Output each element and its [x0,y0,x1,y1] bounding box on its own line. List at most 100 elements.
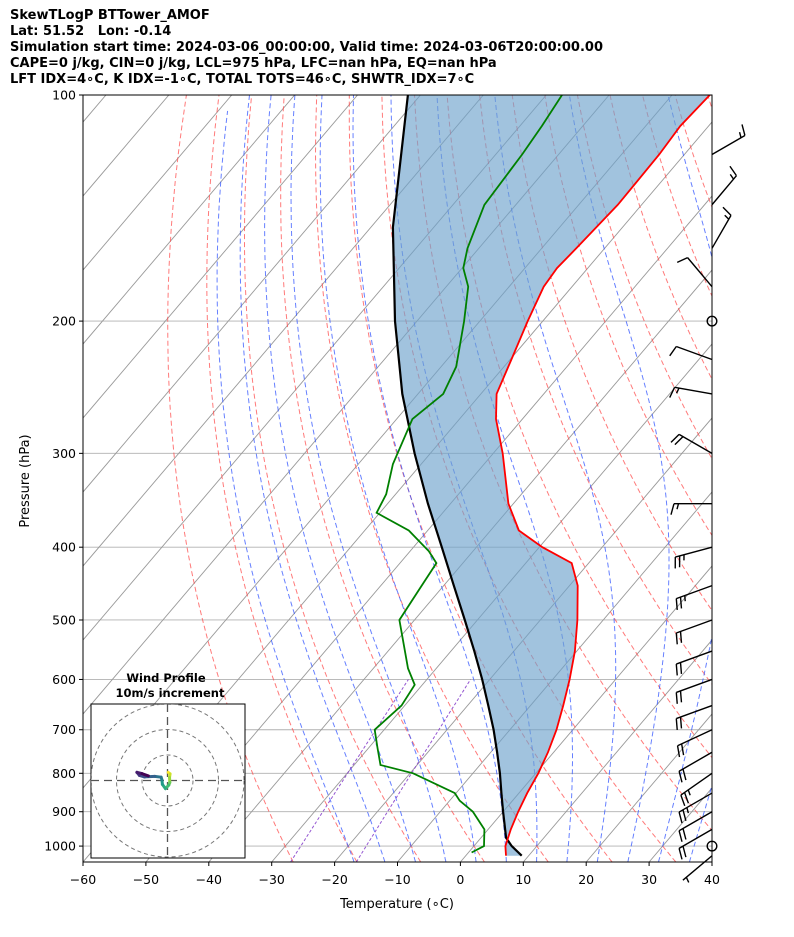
isotherm-line [522,639,712,862]
moist-adiabat [494,95,617,862]
barb-flag [679,631,683,643]
dry-adiabat [511,95,712,612]
barb-shaft [676,584,713,600]
dry-adiabat [740,95,794,862]
wind-barb [675,619,713,645]
hodograph-subtitle: 10m/s increment [116,686,225,700]
isotherm-line [83,95,107,123]
x-tick-label: 0 [456,872,464,887]
x-tick-label: 40 [704,872,720,887]
isotherm-line [208,269,712,862]
barb-flag [675,632,678,645]
barb-half-flag [729,174,735,180]
barb-half-flag [738,132,742,138]
wind-barb [678,828,713,860]
isotherm-line [271,343,712,862]
wind-barb [675,678,713,704]
barb-shaft [676,704,713,720]
x-tick-label: 30 [641,872,657,887]
barb-half-flag [676,503,680,510]
chart-title: SkewTLogP BTTower_AMOF [10,8,210,23]
barb-shaft [682,855,713,881]
wind-barb [670,502,712,515]
wind-barb [669,345,713,361]
barb-shaft [676,345,713,361]
isotherm-line [83,95,295,345]
barb-flag [741,124,746,136]
y-axis-label: Pressure (hPa) [18,434,33,527]
barb-half-flag [685,876,690,883]
barb-shaft [711,215,732,249]
barb-flag [670,503,675,515]
barb-flag [679,662,683,674]
location-info: Lat: 51.52 Lon: -0.14 [10,24,172,39]
wind-barb [678,792,713,824]
barb-half-flag [724,214,730,220]
barb-shaft [678,828,713,849]
wind-barb [670,433,713,454]
wind-barb [711,124,746,156]
y-tick-label: 500 [52,612,76,627]
isotherm-line [585,713,712,862]
wind-barb [678,751,713,783]
barb-shaft [676,678,713,694]
dry-adiabat [674,95,712,209]
moist-adiabat [239,95,386,862]
x-axis-label: Temperature (∘C) [339,897,454,912]
wind-barb [669,386,713,398]
x-tick-label: 20 [578,872,594,887]
calm-wind-marker [706,315,718,327]
moist-adiabat [352,95,507,862]
barb-flag [675,692,678,704]
y-tick-label: 400 [52,540,76,555]
wind-barb [676,256,713,288]
cin-shading [392,95,710,856]
mixing-ratio-line [355,679,472,862]
calm-wind-marker [706,840,718,852]
barb-flag [678,771,683,783]
barb-shaft [676,650,713,665]
barb-flag [670,433,680,443]
moist-adiabat [264,95,416,862]
y-tick-label: 300 [52,446,76,461]
hodograph-title: Wind Profile [126,671,206,685]
dry-adiabat [167,95,294,862]
barb-half-flag [686,807,690,814]
hodograph-ring [91,704,245,858]
isotherm-line [460,565,712,862]
barb-flag [669,386,676,398]
barb-shaft [678,811,713,832]
dry-adiabat [446,95,712,759]
barb-flag [682,768,687,781]
barb-flag [678,830,683,842]
wind-barb [682,855,713,883]
dry-adiabat [576,95,712,460]
y-tick-label: 700 [52,722,76,737]
barb-shaft [678,433,713,454]
barb-shaft [675,546,713,558]
dry-adiabat [206,95,358,862]
barb-shaft [678,751,713,772]
hodograph-ring [141,754,194,807]
y-tick-label: 900 [52,804,76,819]
barb-flag [683,792,690,804]
isotherm-line [711,861,712,862]
parcel-profile-line [391,95,523,857]
barb-shaft [678,792,713,813]
hodograph-segment [140,772,150,778]
x-tick-label: −30 [259,872,285,887]
isotherm-line [334,417,712,862]
barb-flag [682,845,687,858]
x-tick-label: −50 [133,872,159,887]
stability-indices-2: LFT IDX=4∘C, K IDX=-1∘C, TOTAL TOTS=46∘C… [10,72,475,87]
barb-flag [678,811,683,824]
profiles [373,95,711,857]
isotherm-line [83,95,484,567]
y-tick-label: 800 [52,766,76,781]
axes: −60 −50 −40 −30 −20 −10 0 10 20 30 40 100 200 300 400 5… [44,88,720,888]
barb-shaft [711,134,746,156]
isotherm-line [83,95,358,419]
x-tick-label: 10 [515,872,531,887]
chart-header: SkewTLogP BTTower_AMOF Lat: 51.52 Lon: -… [10,8,603,88]
barb-flag [682,809,687,822]
